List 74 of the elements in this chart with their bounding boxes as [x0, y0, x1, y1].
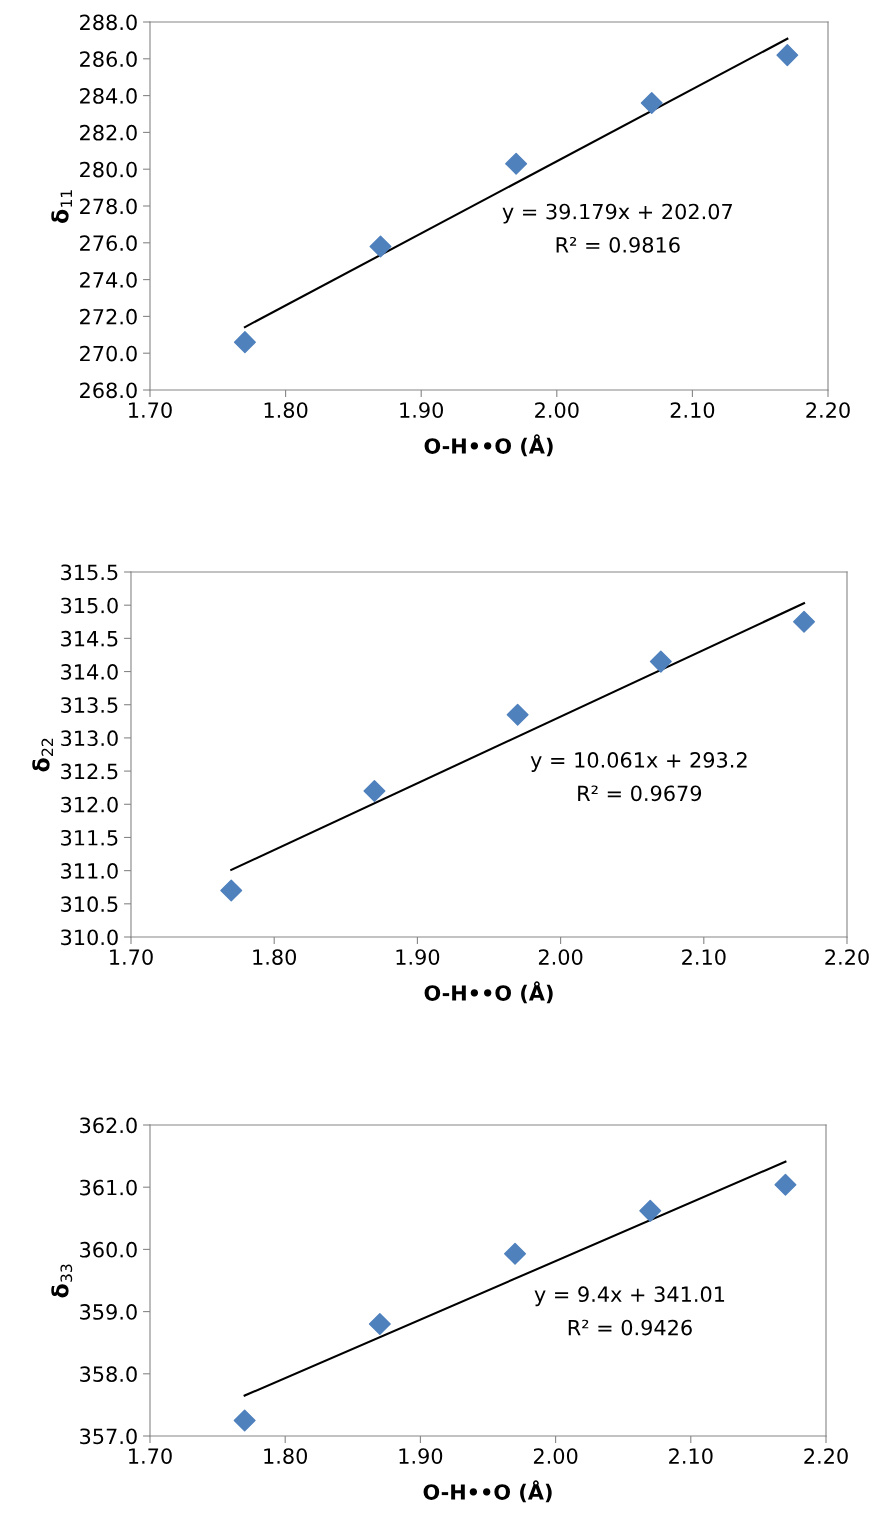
- x-tick-label: 1.90: [400, 402, 444, 418]
- y-tick-label: 360.0: [80, 1241, 137, 1258]
- y-tick-label: 310.0: [61, 929, 118, 946]
- y-tick-label: 278.0: [80, 198, 137, 215]
- x-axis-title: O-H••O (Å): [424, 434, 553, 457]
- annotation: y = 10.061x + 293.2: [530, 752, 747, 772]
- y-axis-title: δ$_{22}$: [32, 738, 53, 772]
- x-tick-label: 1.70: [110, 949, 153, 965]
- x-tick-label: 2.00: [535, 402, 579, 418]
- y-tick-label: 314.0: [61, 664, 118, 680]
- y-tick-label: 310.5: [61, 896, 118, 913]
- point: [776, 44, 799, 67]
- point: [233, 1409, 256, 1432]
- x-tick-label: 2.20: [804, 1448, 848, 1464]
- x-tick-label: 1.90: [396, 949, 440, 965]
- point: [506, 703, 529, 726]
- y-tick-label: 357.0: [80, 1428, 137, 1445]
- y-tick-label: 311.0: [61, 863, 118, 879]
- point: [649, 650, 672, 673]
- x-tick-label: 2.10: [670, 402, 715, 418]
- y-tick-label: 312.0: [61, 796, 118, 813]
- x-tick-label: 2.00: [538, 949, 583, 965]
- y-tick-label: 280.0: [80, 161, 137, 178]
- point: [505, 152, 528, 175]
- x-tick-label: 2.20: [806, 402, 850, 418]
- y-tick-label: 274.0: [80, 272, 137, 288]
- annotation: R² = 0.9679: [578, 785, 702, 802]
- y-tick-label: 276.0: [80, 235, 137, 252]
- point: [504, 1242, 527, 1265]
- x-tick-label: 2.10: [682, 949, 726, 965]
- x-tick-label: 1.80: [264, 1448, 308, 1464]
- x-tick-label: 2.00: [533, 1448, 578, 1464]
- x-tick-label: 1.70: [129, 402, 172, 418]
- annotation: R² = 0.9426: [568, 1319, 692, 1336]
- annotation: R² = 0.9816: [556, 236, 680, 253]
- point: [640, 91, 663, 114]
- y-tick-label: 358.0: [80, 1366, 137, 1383]
- annotation: y = 9.4x + 341.01: [534, 1286, 725, 1307]
- annotation: y = 39.179x + 202.07: [502, 203, 732, 224]
- point: [369, 235, 392, 258]
- x-tick-label: 2.10: [669, 1448, 713, 1464]
- point: [793, 610, 816, 633]
- y-tick-label: 288.0: [80, 14, 137, 31]
- point: [774, 1173, 797, 1196]
- x-tick-label: 1.90: [399, 1448, 443, 1464]
- y-tick-label: 362.0: [80, 1117, 137, 1134]
- point: [220, 879, 243, 902]
- y-tick-label: 315.0: [61, 597, 118, 614]
- x-tick-label: 1.80: [264, 402, 308, 418]
- x-tick-label: 1.70: [129, 1448, 172, 1464]
- y-tick-label: 313.0: [61, 730, 118, 747]
- x-tick-label: 1.80: [253, 949, 297, 965]
- y-tick-label: 268.0: [80, 382, 137, 399]
- y-tick-label: 311.5: [61, 829, 118, 846]
- y-tick-label: 282.0: [80, 124, 137, 141]
- y-tick-label: 359.0: [80, 1304, 137, 1320]
- point: [363, 780, 386, 802]
- y-tick-label: 272.0: [80, 308, 137, 325]
- y-axis-title: δ$_{11}$: [51, 190, 72, 224]
- x-tick-label: 2.20: [825, 949, 869, 965]
- point: [368, 1313, 391, 1336]
- y-tick-label: 284.0: [80, 88, 137, 104]
- y-tick-label: 312.5: [61, 763, 118, 780]
- x-axis-title: O-H••O (Å): [424, 981, 553, 1004]
- x-axis-title: O-H••O (Å): [423, 1480, 552, 1503]
- y-axis-title: δ$_{33}$: [51, 1264, 73, 1298]
- point: [233, 331, 256, 354]
- point: [639, 1199, 662, 1222]
- y-tick-label: 314.5: [61, 630, 118, 647]
- y-tick-label: 315.5: [61, 564, 118, 581]
- y-tick-label: 313.5: [61, 697, 118, 713]
- y-tick-label: 361.0: [80, 1179, 137, 1196]
- y-tick-label: 286.0: [80, 51, 137, 68]
- y-tick-label: 270.0: [80, 345, 137, 362]
